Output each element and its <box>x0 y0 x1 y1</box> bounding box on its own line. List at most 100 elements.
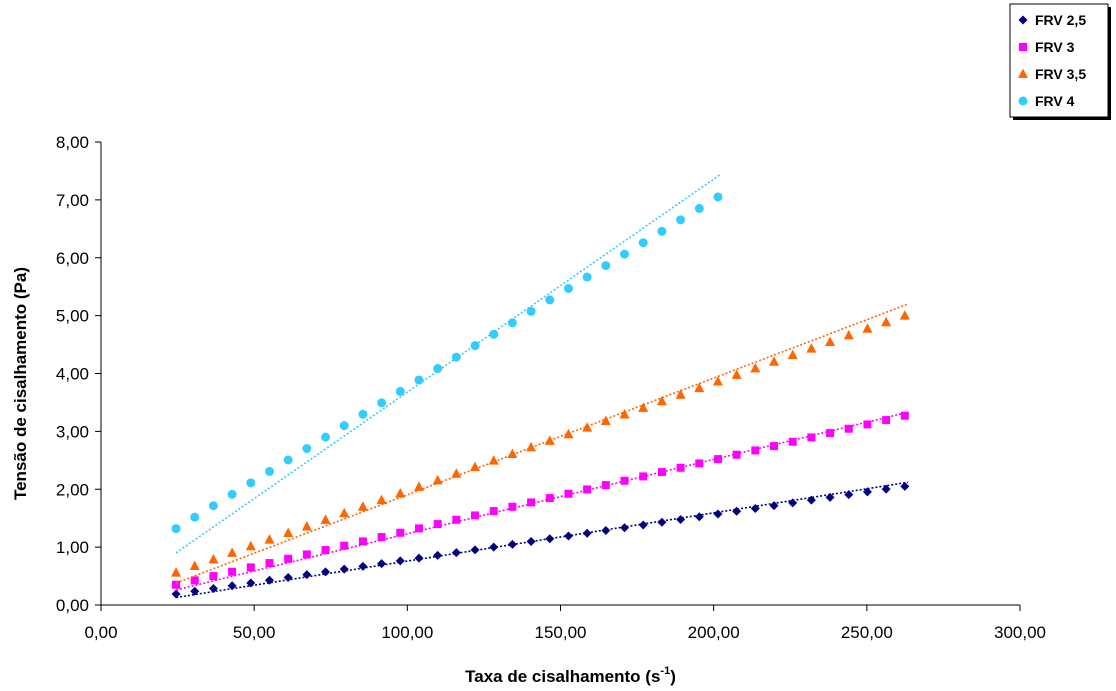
x-tick-label: 200,00 <box>688 623 740 642</box>
data-point <box>638 402 649 412</box>
data-point <box>321 432 331 442</box>
data-point <box>488 455 499 465</box>
data-point <box>264 575 274 585</box>
series-2 <box>172 411 909 591</box>
data-point <box>545 534 555 544</box>
data-point <box>881 316 892 327</box>
data-point <box>526 306 536 316</box>
data-point <box>657 226 667 236</box>
data-point <box>694 512 704 522</box>
data-point <box>769 501 779 511</box>
data-point <box>302 570 312 580</box>
data-point <box>900 411 909 420</box>
data-point <box>807 433 816 442</box>
data-point <box>339 507 350 518</box>
data-point <box>881 484 891 494</box>
data-point <box>339 421 349 431</box>
data-point <box>171 589 181 599</box>
data-point <box>843 329 854 340</box>
legend-label: FRV 3,5 <box>1035 66 1086 82</box>
x-tick-label: 0,00 <box>84 623 117 642</box>
data-point <box>470 341 480 351</box>
data-point <box>413 481 424 491</box>
data-point <box>600 415 611 426</box>
trendline-series-3 <box>175 303 909 584</box>
data-point <box>601 481 610 490</box>
data-point <box>882 416 891 425</box>
data-point <box>545 295 555 305</box>
data-point <box>732 506 742 516</box>
data-point <box>358 409 368 419</box>
legend-marker <box>1018 15 1028 25</box>
axis-titles: Taxa de cisalhamento (s-1) Tensão de cis… <box>11 267 676 686</box>
data-point <box>676 215 686 225</box>
data-point <box>676 514 686 524</box>
data-point <box>395 386 405 396</box>
data-point <box>339 564 349 574</box>
data-point <box>321 546 330 555</box>
data-point <box>713 192 723 202</box>
data-point <box>507 539 517 549</box>
data-point <box>301 520 312 531</box>
data-point <box>302 444 312 454</box>
legend: FRV 2,5 FRV 3 FRV 3,5 FRV 4 <box>1009 3 1111 120</box>
data-point <box>638 238 648 248</box>
legend-label: FRV 2,5 <box>1035 12 1086 28</box>
data-point <box>340 541 349 550</box>
data-point <box>806 495 816 505</box>
plot-area <box>171 173 910 599</box>
data-point <box>320 514 331 524</box>
data-point <box>564 489 573 498</box>
y-tick-label: 1,00 <box>56 538 89 557</box>
data-point <box>396 528 405 537</box>
data-point <box>264 534 275 544</box>
data-point <box>246 578 256 588</box>
data-point <box>695 459 704 468</box>
data-point <box>489 542 499 552</box>
data-point <box>433 364 443 374</box>
data-point <box>601 526 611 536</box>
data-point <box>208 553 219 564</box>
data-point <box>246 563 255 572</box>
data-point <box>563 428 574 439</box>
data-point <box>171 524 181 534</box>
data-point <box>639 472 648 481</box>
data-point <box>675 389 686 399</box>
x-axis-title-superscript: -1 <box>660 665 670 677</box>
legend-label: FRV 4 <box>1035 93 1075 109</box>
data-point <box>470 545 480 555</box>
x-tick-label: 250,00 <box>841 623 893 642</box>
data-point <box>544 435 555 445</box>
data-point <box>638 520 648 530</box>
data-point <box>432 474 443 485</box>
data-point <box>788 498 798 508</box>
x-axis-title: Taxa de cisalhamento (s-1) <box>465 665 676 686</box>
data-point <box>377 398 387 408</box>
data-point <box>563 283 573 293</box>
data-point <box>209 572 218 581</box>
y-tick-label: 5,00 <box>56 307 89 326</box>
data-point <box>451 352 461 362</box>
data-point <box>563 531 573 541</box>
data-point <box>770 442 779 451</box>
data-point <box>489 329 499 339</box>
data-point <box>713 509 723 519</box>
data-point <box>507 448 518 458</box>
data-point <box>190 576 199 585</box>
data-point <box>190 512 200 522</box>
data-point <box>395 556 405 566</box>
y-tick-label: 3,00 <box>56 422 89 441</box>
data-point <box>694 203 704 213</box>
data-point <box>526 441 537 452</box>
y-tick-label: 4,00 <box>56 365 89 384</box>
data-point <box>862 487 872 497</box>
series-1 <box>171 481 910 599</box>
data-point <box>171 567 182 577</box>
data-point <box>189 560 200 571</box>
legend-marker <box>1018 96 1028 106</box>
ticks: 0,00 1,00 2,00 3,00 4,00 5,00 6,00 7,00 8,00 0,00… <box>56 133 1046 642</box>
data-point <box>357 501 368 511</box>
data-point <box>508 502 517 511</box>
data-point <box>264 466 274 476</box>
data-point <box>245 540 256 551</box>
